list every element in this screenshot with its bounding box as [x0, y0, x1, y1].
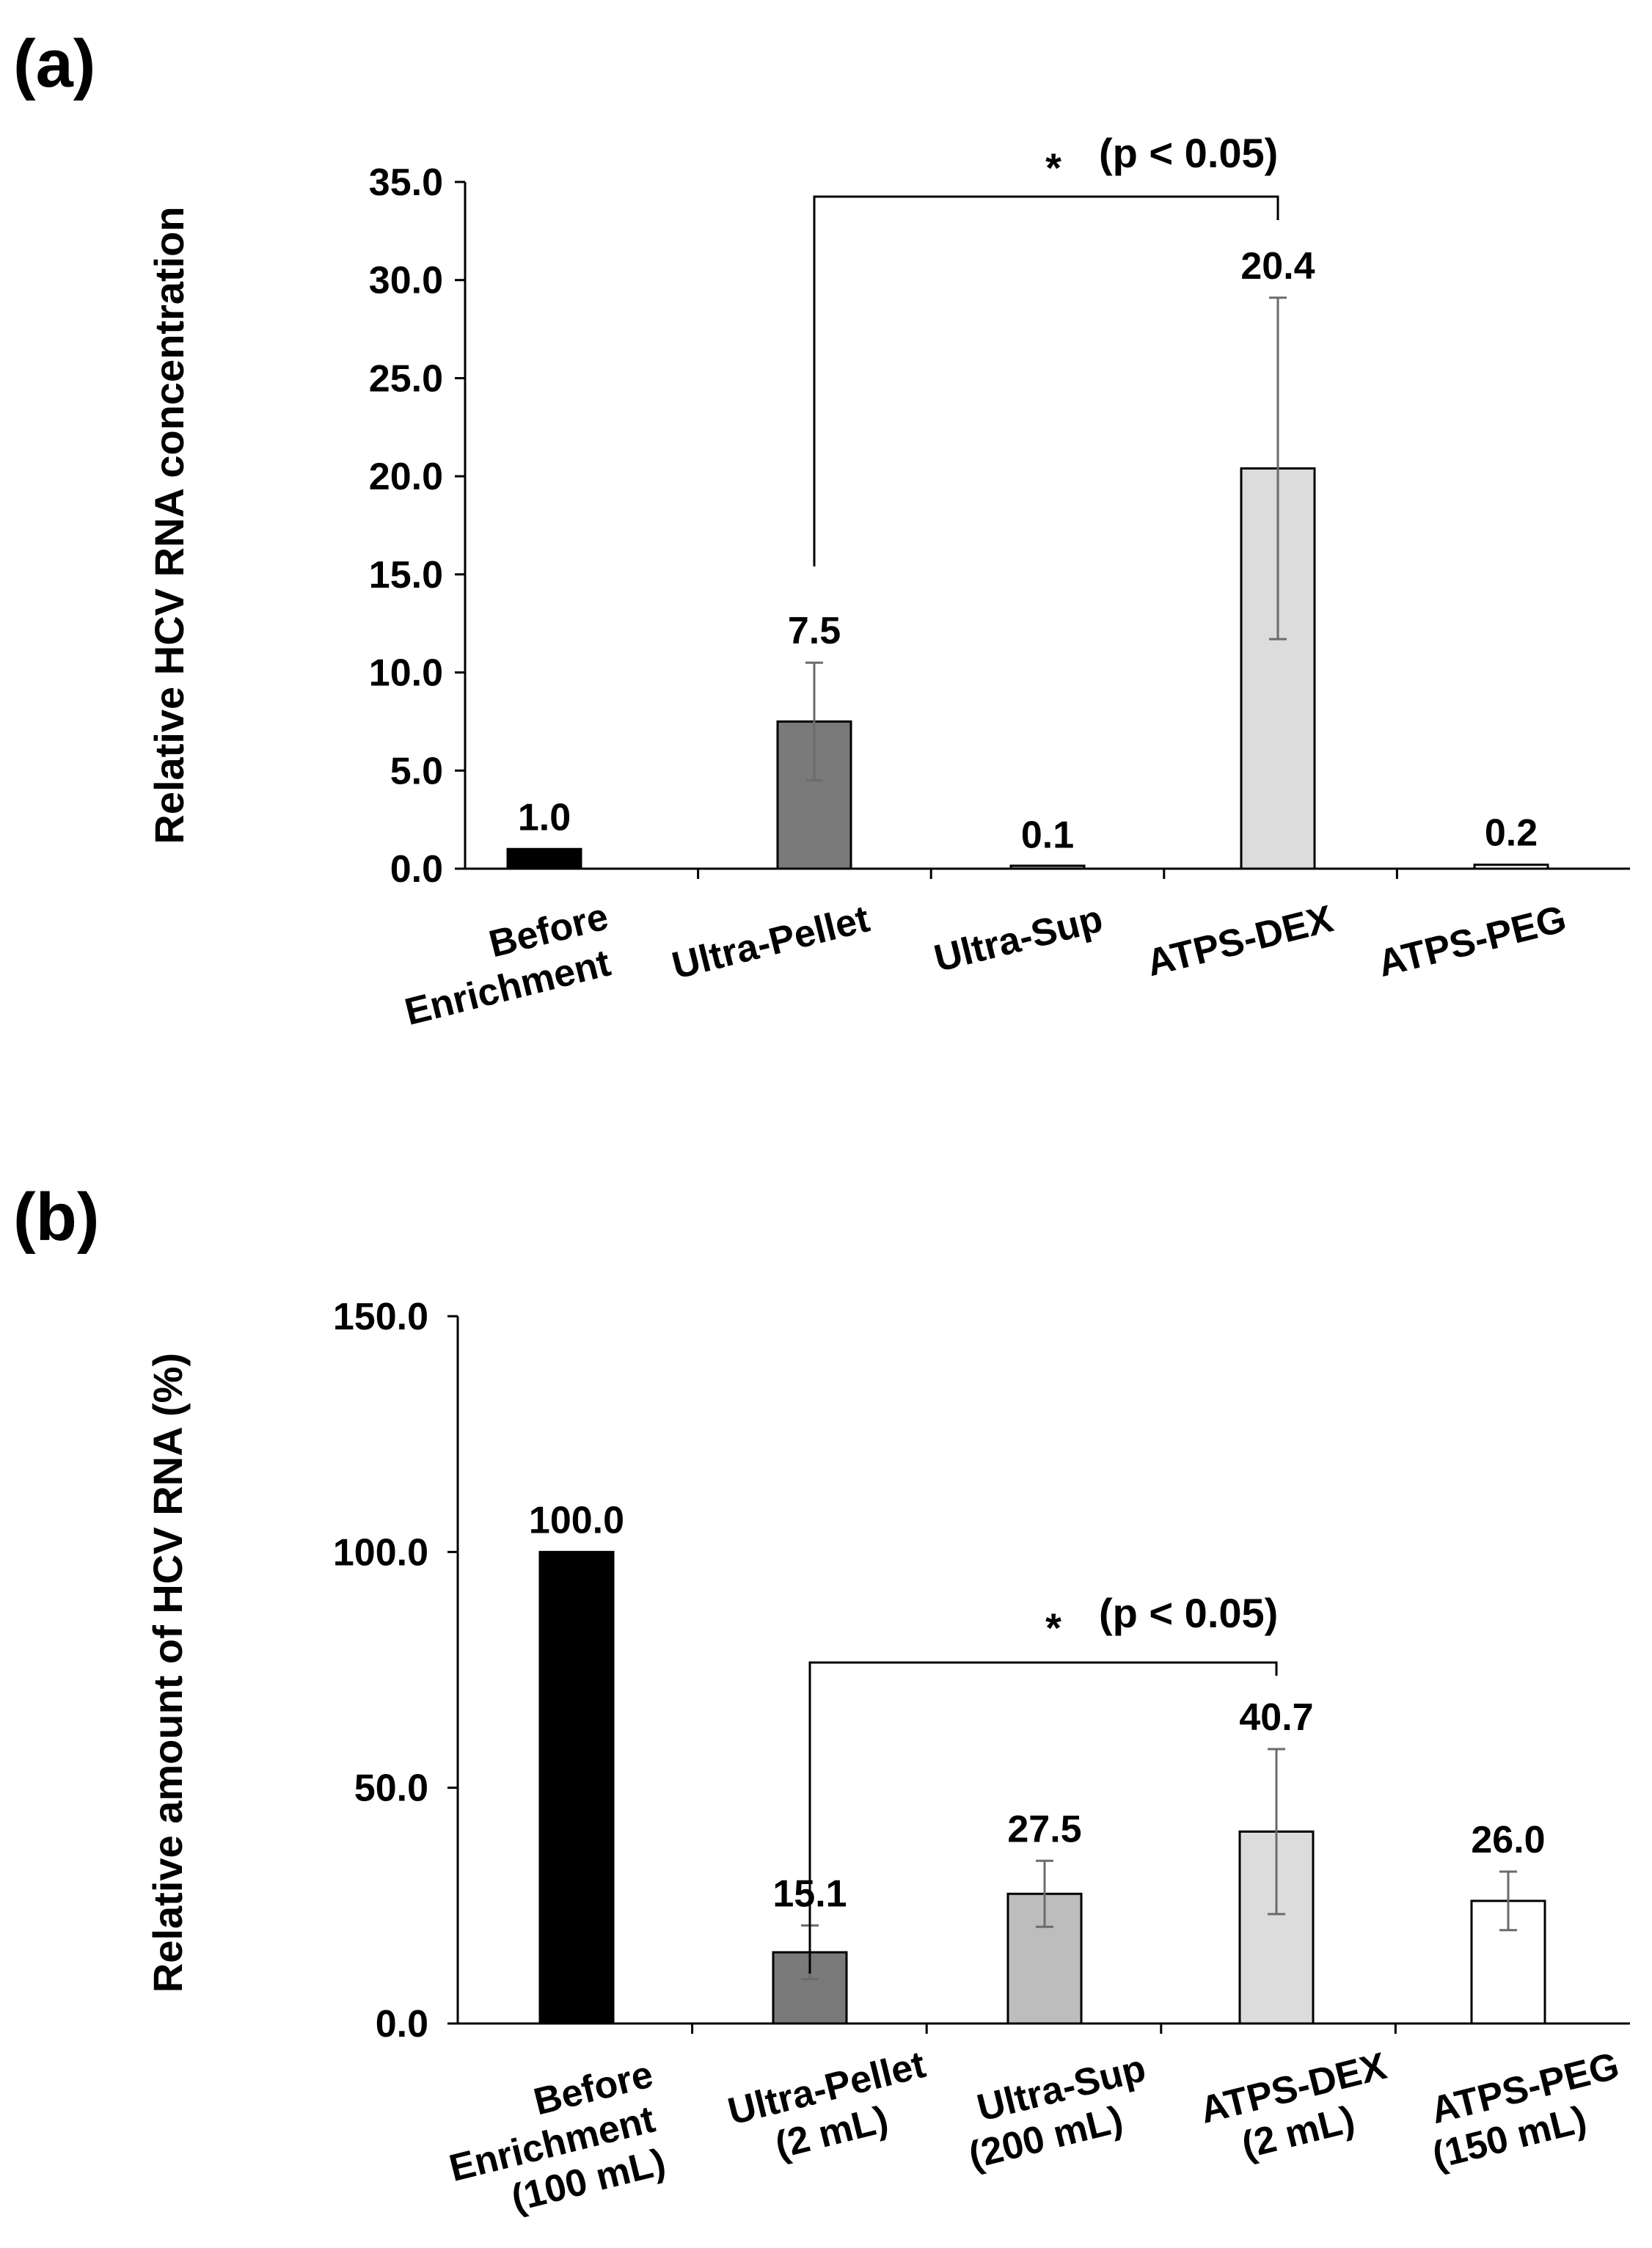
- y-axis-label: Relative amount of HCV RNA (%): [145, 1353, 191, 1993]
- panel-label: (b): [13, 1180, 99, 1255]
- bar: [1473, 864, 1549, 870]
- significance-bracket: [808, 1661, 1278, 1974]
- y-tick-label: 25.0: [369, 357, 443, 400]
- category-label: BeforeEnrichment: [390, 895, 624, 1034]
- data-label: 1.0: [518, 796, 571, 839]
- y-tick-label: 35.0: [369, 161, 443, 204]
- significance-text: (p < 0.05): [1099, 130, 1278, 176]
- data-label: 40.7: [1239, 1696, 1313, 1739]
- y-tick-label: 20.0: [369, 456, 443, 498]
- significance-star: *: [1045, 1605, 1061, 1651]
- significance-star: *: [1045, 145, 1061, 191]
- category-label: ATPS-DEX(2 mL): [1196, 2045, 1401, 2175]
- bar: [506, 847, 582, 870]
- data-label: 100.0: [529, 1499, 624, 1541]
- panel-a: (a) Relative HCV RNA concentration 0.0 5.0 1…: [13, 26, 1630, 1034]
- category-label: ATPS-PEG(150 mL): [1417, 2045, 1634, 2178]
- y-axis-label: Relative HCV RNA concentration: [146, 206, 192, 844]
- category-label: BeforeEnrichment(100 mL): [434, 2053, 679, 2233]
- panel-b: (b) Relative amount of HCV RNA (%) 0.0 50.0…: [13, 1180, 1634, 2233]
- category-label: ATPS-PEG: [1374, 897, 1571, 985]
- category-label-line: Ultra-Pellet: [668, 897, 873, 988]
- data-label: 0.1: [1021, 814, 1074, 856]
- significance-bracket: [813, 195, 1279, 566]
- y-tick-label: 10.0: [369, 652, 443, 695]
- data-label: 20.4: [1240, 245, 1315, 288]
- category-label: Ultra-Sup: [930, 897, 1107, 980]
- data-label: 26.0: [1471, 1819, 1545, 1861]
- y-tick-label: 5.0: [390, 750, 443, 792]
- y-tick-label: 150.0: [333, 1296, 428, 1338]
- category-label-line: Ultra-Sup: [930, 897, 1107, 980]
- y-tick-label: 50.0: [354, 1767, 428, 1810]
- data-label: 0.2: [1485, 812, 1538, 855]
- data-label: 7.5: [788, 610, 841, 652]
- bar: [1009, 864, 1086, 870]
- panel-label: (a): [13, 26, 95, 101]
- y-tick-label: 0.0: [376, 2003, 428, 2046]
- y-tick-label: 0.0: [390, 848, 443, 891]
- data-label: 27.5: [1007, 1808, 1081, 1850]
- category-label-line: ATPS-DEX: [1143, 897, 1338, 985]
- category-label: Ultra-Pellet: [668, 897, 873, 988]
- y-tick-label: 15.0: [369, 554, 443, 596]
- y-tick-label: 100.0: [333, 1531, 428, 1574]
- category-label-line: ATPS-PEG: [1374, 897, 1571, 985]
- category-label: Ultra-Pellet(2 mL): [724, 2043, 940, 2176]
- category-label: ATPS-DEX: [1143, 897, 1338, 985]
- category-label: Ultra-Sup(200 mL): [954, 2047, 1161, 2178]
- bar: [538, 1550, 615, 2025]
- y-tick-label: 30.0: [369, 260, 443, 302]
- significance-text: (p < 0.05): [1099, 1590, 1278, 1636]
